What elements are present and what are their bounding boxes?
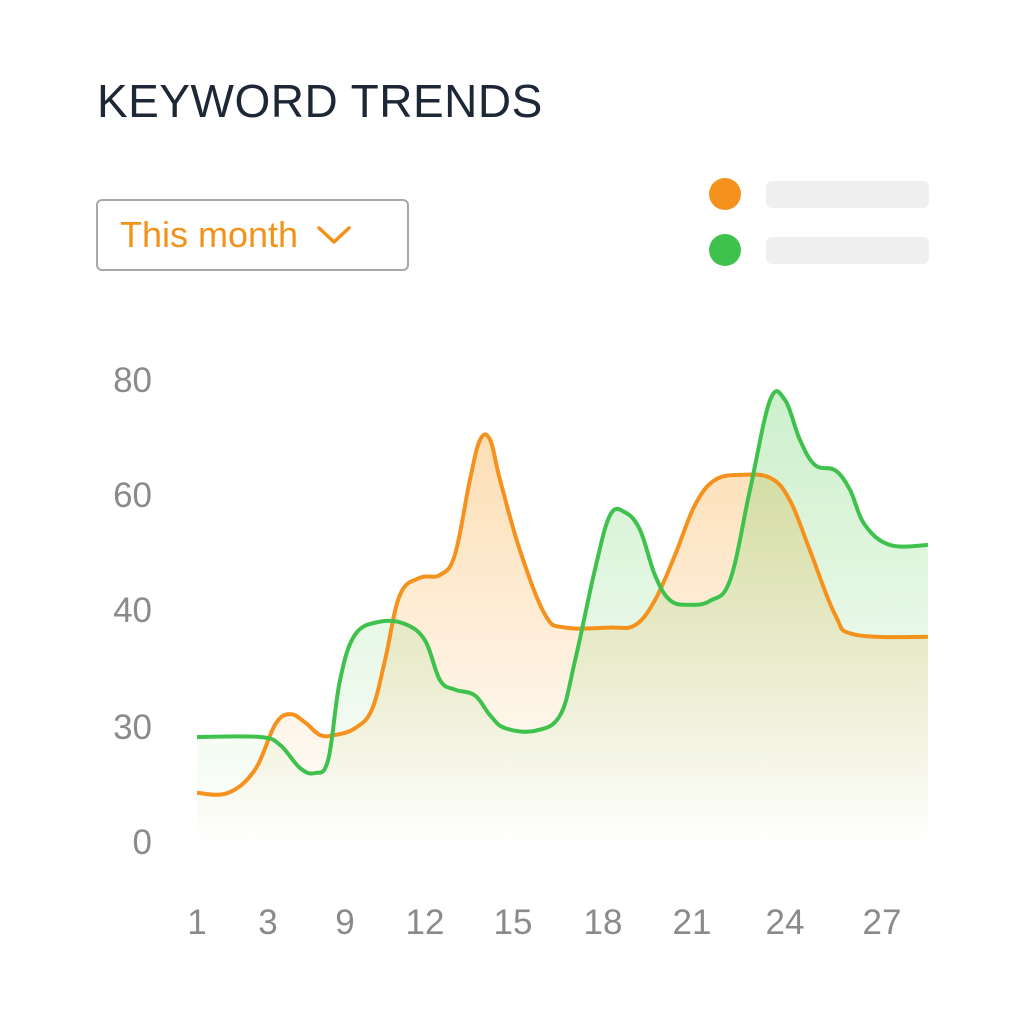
x-tick-label: 12	[406, 903, 445, 942]
legend-label-placeholder	[766, 180, 929, 208]
y-tick-label: 60	[113, 476, 152, 515]
x-tick-label: 24	[766, 903, 805, 942]
y-tick-label: 40	[113, 591, 152, 630]
x-tick-label: 15	[494, 903, 533, 942]
legend-item-green	[709, 234, 929, 266]
legend-item-orange	[709, 178, 929, 210]
chart-title: KEYWORD TRENDS	[97, 75, 543, 127]
green-series-area	[197, 391, 928, 845]
legend-dot-green-icon	[709, 234, 741, 266]
x-tick-label: 27	[863, 903, 902, 942]
y-tick-label: 80	[113, 361, 152, 400]
y-tick-label: 0	[133, 823, 152, 862]
time-range-dropdown[interactable]: This month	[96, 199, 409, 271]
x-tick-label: 18	[584, 903, 623, 942]
dropdown-selected-value: This month	[120, 214, 299, 255]
legend-dot-orange-icon	[709, 178, 741, 210]
chevron-down-icon	[317, 226, 351, 244]
x-tick-label: 3	[258, 903, 277, 942]
legend-label-placeholder	[766, 236, 929, 264]
y-tick-label: 30	[113, 708, 152, 747]
x-tick-label: 21	[673, 903, 712, 942]
x-tick-label: 1	[187, 903, 206, 942]
green-series-line	[196, 389, 928, 776]
x-tick-label: 9	[335, 903, 354, 942]
